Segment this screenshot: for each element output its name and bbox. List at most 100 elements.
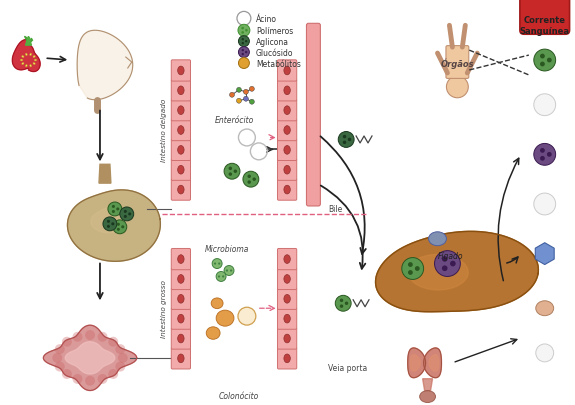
Text: Intestino delgado: Intestino delgado [160, 99, 167, 162]
Circle shape [242, 28, 244, 30]
Ellipse shape [33, 56, 35, 58]
Ellipse shape [284, 87, 290, 96]
Ellipse shape [178, 146, 184, 155]
Circle shape [226, 270, 228, 272]
Circle shape [250, 87, 254, 92]
Circle shape [224, 164, 240, 180]
Text: Ácino: Ácino [256, 15, 277, 24]
Circle shape [112, 205, 115, 209]
Ellipse shape [178, 295, 184, 303]
Circle shape [540, 62, 545, 67]
FancyBboxPatch shape [171, 328, 190, 349]
FancyBboxPatch shape [278, 160, 297, 181]
Circle shape [547, 153, 552, 158]
Circle shape [229, 167, 232, 171]
Circle shape [239, 58, 250, 69]
FancyBboxPatch shape [278, 61, 297, 82]
FancyBboxPatch shape [278, 249, 297, 270]
FancyBboxPatch shape [171, 140, 190, 161]
Ellipse shape [178, 354, 184, 363]
Polygon shape [67, 190, 160, 262]
Ellipse shape [178, 87, 184, 96]
FancyBboxPatch shape [171, 81, 190, 102]
Circle shape [239, 47, 250, 58]
Circle shape [338, 132, 354, 148]
Circle shape [124, 215, 127, 218]
FancyBboxPatch shape [171, 288, 190, 310]
Text: Colonócito: Colonócito [219, 391, 259, 400]
Circle shape [547, 58, 552, 63]
FancyBboxPatch shape [306, 24, 320, 207]
Ellipse shape [536, 301, 554, 316]
Ellipse shape [284, 107, 290, 115]
Ellipse shape [25, 54, 27, 56]
Circle shape [343, 141, 346, 145]
Circle shape [85, 330, 95, 340]
Circle shape [103, 217, 117, 231]
Polygon shape [25, 37, 29, 45]
Circle shape [442, 266, 447, 271]
Circle shape [124, 210, 127, 213]
FancyBboxPatch shape [171, 100, 190, 122]
Ellipse shape [33, 63, 35, 65]
Polygon shape [535, 243, 554, 265]
Circle shape [229, 93, 235, 98]
FancyBboxPatch shape [278, 81, 297, 102]
FancyBboxPatch shape [171, 308, 190, 329]
FancyBboxPatch shape [278, 308, 297, 329]
Ellipse shape [284, 255, 290, 264]
Text: Glucósido: Glucósido [256, 49, 293, 58]
Circle shape [340, 299, 343, 303]
Circle shape [243, 97, 248, 102]
FancyBboxPatch shape [278, 120, 297, 141]
FancyBboxPatch shape [278, 269, 297, 290]
Circle shape [238, 25, 250, 37]
Ellipse shape [178, 315, 184, 323]
Ellipse shape [178, 335, 184, 343]
Circle shape [55, 362, 65, 372]
Ellipse shape [428, 232, 446, 246]
Circle shape [247, 181, 251, 184]
FancyBboxPatch shape [171, 269, 190, 290]
Polygon shape [12, 40, 40, 72]
Ellipse shape [284, 335, 290, 343]
Circle shape [121, 226, 124, 229]
Circle shape [252, 178, 256, 181]
Circle shape [536, 344, 554, 362]
Circle shape [55, 344, 65, 354]
Ellipse shape [284, 126, 290, 135]
Polygon shape [43, 325, 137, 390]
Ellipse shape [284, 146, 290, 155]
Ellipse shape [178, 275, 184, 283]
Polygon shape [91, 208, 128, 233]
Circle shape [534, 94, 555, 116]
Circle shape [238, 307, 256, 325]
Circle shape [242, 54, 244, 56]
FancyBboxPatch shape [446, 47, 469, 79]
Circle shape [116, 208, 119, 211]
Circle shape [243, 90, 248, 95]
Circle shape [116, 344, 125, 354]
Polygon shape [408, 348, 426, 378]
Circle shape [242, 50, 244, 52]
Circle shape [540, 149, 545, 153]
Circle shape [107, 225, 110, 228]
Circle shape [107, 220, 110, 223]
Text: Microbioma: Microbioma [205, 245, 249, 254]
Ellipse shape [284, 315, 290, 323]
Ellipse shape [284, 275, 290, 283]
Circle shape [250, 100, 254, 105]
Ellipse shape [206, 327, 220, 339]
Text: Órgãos: Órgãos [440, 59, 474, 69]
FancyBboxPatch shape [278, 328, 297, 349]
Circle shape [224, 266, 234, 276]
FancyBboxPatch shape [171, 61, 190, 82]
Ellipse shape [22, 63, 24, 65]
FancyBboxPatch shape [171, 120, 190, 141]
Circle shape [340, 305, 343, 308]
Ellipse shape [284, 186, 290, 194]
Ellipse shape [211, 298, 223, 309]
Text: Polímeros: Polímeros [256, 27, 293, 36]
Polygon shape [424, 348, 442, 378]
Circle shape [72, 374, 82, 384]
